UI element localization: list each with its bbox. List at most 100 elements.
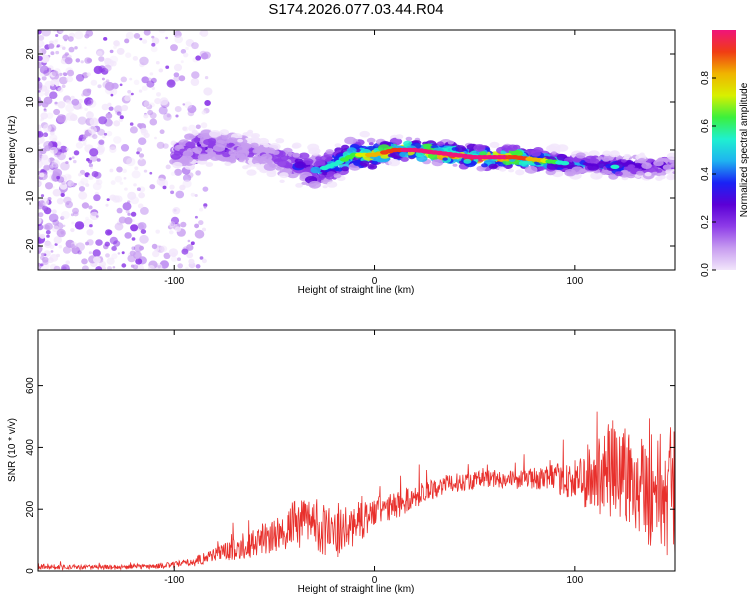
spectrogram-ridge-cell	[602, 156, 611, 162]
spectrogram-noise-blob	[139, 245, 144, 251]
spectrogram-ridge-cell	[254, 163, 261, 168]
spectrogram-noise-blob	[138, 192, 146, 199]
spectrogram-noise-blob	[58, 174, 68, 183]
spectrogram-ridge-cell	[489, 141, 500, 148]
spectrogram-noise-blob	[43, 132, 49, 137]
spectrogram-noise-blob	[104, 57, 112, 65]
spectrogram-noise-blob	[126, 157, 136, 167]
spectrogram-noise-blob	[48, 213, 59, 223]
spectrogram-ridge-cell	[636, 170, 644, 176]
spectrogram-ridge-cell	[359, 130, 371, 138]
spectrogram-ridge-cell	[237, 149, 249, 158]
spectrogram-noise-blob	[124, 38, 130, 44]
spectrogram-noise-blob	[62, 34, 69, 41]
spectrogram-noise-blob	[195, 264, 201, 269]
spectrogram-noise-blob	[72, 207, 79, 215]
spectrogram-noise-blob	[104, 241, 111, 247]
spectrogram-noise-blob	[59, 76, 68, 85]
spectrogram-noise-blob	[49, 134, 58, 142]
spectrogram-noise-blob	[201, 258, 207, 264]
spectrogram-noise-blob	[89, 118, 99, 127]
spectrogram-ridge-cell	[203, 139, 213, 146]
spectrogram-noise-blob	[47, 65, 54, 71]
snr-line	[38, 411, 675, 571]
spectrogram-noise-blob	[64, 52, 70, 57]
snr-y-tick-label: 600	[25, 377, 36, 394]
spectrogram-ridge-cell	[238, 157, 245, 162]
spectrogram-noise-blob	[183, 52, 189, 58]
spectrogram-noise-blob	[75, 242, 85, 252]
spectrogram-noise-blob	[201, 110, 207, 115]
spectrogram-ridge-cell	[583, 162, 588, 166]
spectrogram-noise-blob	[173, 72, 180, 78]
snr-frame	[37, 329, 676, 572]
spectrogram-noise-blob	[130, 92, 134, 96]
spectrogram-noise-blob	[185, 266, 189, 270]
spectrogram-noise-blob	[78, 186, 86, 192]
spectrogram-noise-blob	[106, 198, 110, 202]
spectrogram-noise-blob	[56, 152, 66, 161]
spectrogram-noise-blob	[58, 30, 65, 34]
snr-y-tick-label: 400	[25, 439, 36, 456]
snr-y-tick-label: 0	[25, 568, 36, 574]
spectrogram-noise-blob	[109, 49, 114, 54]
spectrogram-noise-blob	[86, 58, 93, 63]
spectrogram-noise-blob	[155, 61, 160, 65]
spectrogram-noise-blob	[44, 89, 50, 94]
spectrogram-ridge-cell	[176, 144, 183, 150]
spectrogram-noise-blob	[81, 258, 88, 265]
spectrogram-ridge-cell	[627, 164, 636, 170]
spectrogram-noise-blob	[70, 95, 75, 100]
spectrogram-ridge-cell	[621, 159, 627, 163]
spectrogram-noise-blob	[109, 55, 119, 64]
spectrogram-noise-blob	[178, 75, 186, 82]
spectrogram-noise-blob	[177, 257, 181, 262]
spectrogram-ridge-cell	[597, 156, 604, 160]
spectrogram-noise-blob	[201, 227, 207, 232]
spectrogram-ridge-cell	[228, 149, 239, 157]
snr-panel: -100 0 100 0 200 400 600 Height of straight li…	[7, 329, 676, 595]
spectrogram-noise-blob	[40, 200, 44, 204]
spectrogram-noise-blob	[42, 124, 52, 133]
spectrogram-noise-blob	[88, 205, 93, 210]
spectrogram-noise-blob	[78, 181, 85, 187]
spectrogram-noise-blob	[165, 65, 170, 69]
spectrogram-ridge-cell	[242, 165, 249, 170]
spectrogram-ridge-cell	[452, 163, 458, 167]
spectrogram-noise-blob	[168, 221, 176, 228]
spectrogram-noise-blob	[137, 158, 147, 167]
spectrogram-noise-blob	[151, 86, 155, 90]
colorbar-label: Normalized spectral amplitude	[739, 82, 750, 217]
spectrogram-noise-blob	[71, 221, 75, 225]
spectrogram-noise-blob	[61, 211, 70, 219]
spectrogram-noise-blob	[110, 60, 117, 67]
spectrogram-noise-blob	[152, 250, 160, 258]
spectrogram-noise-blob	[53, 108, 60, 116]
spectrogram-noise-blob	[114, 222, 124, 231]
spectrogram-noise-blob	[186, 244, 194, 251]
spectrogram-noise-blob	[118, 216, 127, 224]
spectrogram-noise-blob	[149, 72, 154, 76]
spectrogram-ridge-cell	[310, 166, 322, 174]
spectrogram-noise-blob	[204, 76, 209, 80]
spectrogram-noise-blob	[173, 63, 183, 72]
spectrogram-noise-blob	[92, 134, 98, 140]
spectrogram-noise-blob	[180, 60, 184, 64]
spectrogram-noise-blob	[125, 31, 134, 40]
spectrogram-ridge-core	[560, 161, 570, 166]
spectrogram-noise-blob	[88, 163, 93, 168]
spectrogram-noise-blob	[49, 146, 58, 154]
spectrogram-noise-blob	[52, 209, 57, 214]
spectrogram-noise-blob	[109, 146, 117, 154]
spectrogram-noise-blob	[75, 142, 84, 149]
spectrogram-noise-blob	[64, 57, 73, 65]
spectrogram-ridge-cell	[185, 141, 196, 148]
spectrogram-noise-blob	[67, 174, 72, 179]
spectrogram-noise-blob	[49, 244, 55, 249]
spectrogram-noise-blob	[38, 217, 42, 225]
spectrogram-noise-blob	[86, 158, 90, 162]
spectrogram-noise-blob	[185, 46, 189, 51]
spectrogram-ridge-cell	[661, 157, 669, 162]
spectrogram-ridge-cell	[508, 168, 515, 173]
